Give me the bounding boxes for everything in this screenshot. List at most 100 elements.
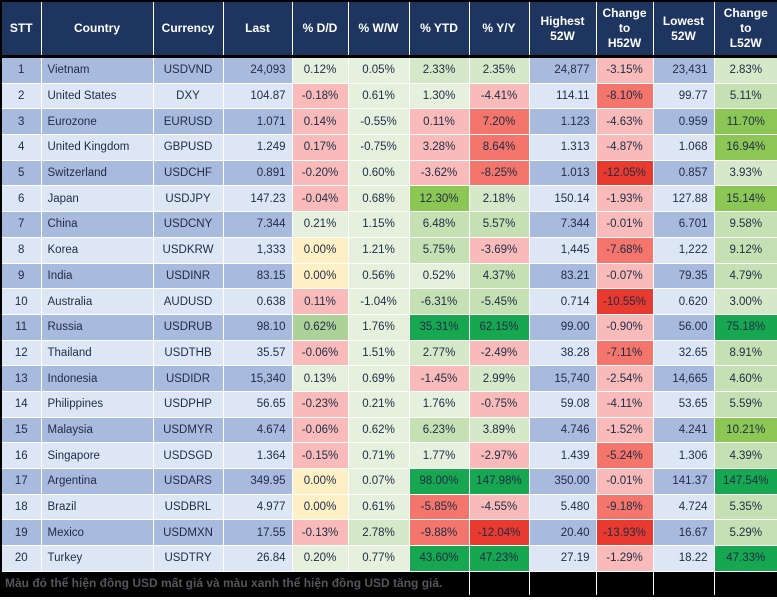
cell-chg_h: -0.07% xyxy=(595,262,654,290)
cell-yy: -2.49% xyxy=(468,339,530,367)
footer-spacer-chg-l xyxy=(713,570,777,596)
cell-currency: USDTRY xyxy=(152,545,224,572)
cell-chg_l: 5.35% xyxy=(713,493,777,521)
col-header-dd: % D/D xyxy=(291,0,349,58)
cell-chg_l: 9.58% xyxy=(713,211,777,238)
cell-low: 56.00 xyxy=(652,313,715,341)
cell-dd: 0.00% xyxy=(291,468,349,495)
table-row: 14 Philippines USDPHP 56.65 -0.23% 0.21% 1.76%… xyxy=(0,390,777,418)
cell-last: 104.87 xyxy=(222,82,293,110)
cell-last: 1.364 xyxy=(222,442,293,469)
cell-ww: 0.69% xyxy=(347,365,410,392)
cell-ytd: 0.52% xyxy=(408,262,470,290)
cell-ww: 1.76% xyxy=(347,313,410,341)
footer-row: Màu đỏ thể hiện đồng USD mất giá và màu … xyxy=(1,570,777,596)
cell-country: Philippines xyxy=(40,390,154,418)
cell-ww: -1.04% xyxy=(347,288,410,315)
table-row: 17 Argentina USDARS 349.95 0.00% 0.07% 98.00% 1… xyxy=(0,468,777,495)
cell-ww: -0.55% xyxy=(347,108,410,136)
cell-dd: 0.62% xyxy=(291,313,349,341)
col-header-last: Last xyxy=(222,0,293,58)
cell-stt: 9 xyxy=(0,262,42,290)
cell-ytd: -1.45% xyxy=(408,365,470,392)
cell-dd: -0.20% xyxy=(291,159,349,187)
footer-spacer-high xyxy=(528,570,596,596)
cell-chg_l: 5.59% xyxy=(713,390,777,418)
col-header-country: Country xyxy=(40,0,154,58)
cell-yy: 2.18% xyxy=(468,185,530,213)
table-body: 1 Vietnam USDVND 24,093 0.12% 0.05% 2.33% 2.35%… xyxy=(0,56,777,572)
cell-currency: USDBRL xyxy=(152,493,224,521)
cell-ytd: 0.11% xyxy=(408,108,470,136)
cell-chg_h: -13.93% xyxy=(595,519,654,547)
cell-low: 79.35 xyxy=(652,262,715,290)
cell-currency: USDKRW xyxy=(152,236,224,264)
cell-yy: 8.64% xyxy=(468,134,530,161)
cell-yy: 7.20% xyxy=(468,108,530,136)
cell-low: 6.701 xyxy=(652,211,715,238)
cell-ytd: -5.85% xyxy=(408,493,470,521)
cell-ytd: 3.28% xyxy=(408,134,470,161)
cell-high: 27.19 xyxy=(528,545,597,572)
cell-stt: 4 xyxy=(0,134,42,161)
cell-chg_l: 47.33% xyxy=(713,545,777,572)
table-row: 1 Vietnam USDVND 24,093 0.12% 0.05% 2.33% 2.35%… xyxy=(0,56,777,84)
table-row: 12 Thailand USDTHB 35.57 -0.06% 1.51% 2.77% -2.… xyxy=(0,339,777,367)
col-header-low: Lowest 52W xyxy=(652,0,715,58)
cell-ww: 1.51% xyxy=(347,339,410,367)
cell-currency: USDTHB xyxy=(152,339,224,367)
table-row: 5 Switzerland USDCHF 0.891 -0.20% 0.60% -3.62%… xyxy=(0,159,777,187)
cell-country: Argentina xyxy=(40,468,154,495)
cell-low: 53.65 xyxy=(652,390,715,418)
cell-stt: 16 xyxy=(0,442,42,469)
cell-high: 114.11 xyxy=(528,82,597,110)
cell-ww: 2.78% xyxy=(347,519,410,547)
cell-chg_l: 11.70% xyxy=(713,108,777,136)
col-header-chg_h: Change to H52W xyxy=(595,0,654,58)
cell-currency: AUDUSD xyxy=(152,288,224,315)
cell-ww: 0.61% xyxy=(347,493,410,521)
cell-currency: GBPUSD xyxy=(152,134,224,161)
cell-high: 38.28 xyxy=(528,339,597,367)
cell-ww: 0.61% xyxy=(347,82,410,110)
cell-stt: 18 xyxy=(0,493,42,521)
cell-ytd: -6.31% xyxy=(408,288,470,315)
cell-country: Mexico xyxy=(40,519,154,547)
cell-dd: 0.17% xyxy=(291,134,349,161)
cell-last: 1.249 xyxy=(222,134,293,161)
cell-ww: 0.77% xyxy=(347,545,410,572)
table-row: 10 Australia AUDUSD 0.638 0.11% -1.04% -6.31% -… xyxy=(0,288,777,315)
cell-chg_l: 15.14% xyxy=(713,185,777,213)
cell-country: United Kingdom xyxy=(40,134,154,161)
cell-country: Russia xyxy=(40,313,154,341)
table-row: 16 Singapore USDSGD 1.364 -0.15% 0.71% 1.77% -2… xyxy=(0,442,777,469)
cell-chg_h: -4.87% xyxy=(595,134,654,161)
cell-country: Switzerland xyxy=(40,159,154,187)
col-header-ww: % W/W xyxy=(347,0,410,58)
cell-yy: -5.45% xyxy=(468,288,530,315)
col-header-yy: % Y/Y xyxy=(468,0,530,58)
cell-high: 83.21 xyxy=(528,262,597,290)
cell-ytd: 1.77% xyxy=(408,442,470,469)
cell-high: 0.714 xyxy=(528,288,597,315)
header-row: STT Country Currency Last% D/D% W/W% YTD% Y… xyxy=(0,0,777,58)
cell-dd: 0.20% xyxy=(291,545,349,572)
col-header-stt: STT xyxy=(0,0,42,58)
cell-high: 24,877 xyxy=(528,56,597,84)
cell-country: United States xyxy=(40,82,154,110)
cell-stt: 10 xyxy=(0,288,42,315)
cell-low: 0.959 xyxy=(652,108,715,136)
cell-ytd: 2.77% xyxy=(408,339,470,367)
cell-currency: USDIDR xyxy=(152,365,224,392)
cell-chg_h: -1.29% xyxy=(595,545,654,572)
cell-chg_h: -5.24% xyxy=(595,442,654,469)
cell-yy: -4.55% xyxy=(468,493,530,521)
table-row: 7 China USDCNY 7.344 0.21% 1.15% 6.48% 5.57% 7.3… xyxy=(0,211,777,238)
cell-country: Singapore xyxy=(40,442,154,469)
cell-currency: USDINR xyxy=(152,262,224,290)
cell-high: 1.439 xyxy=(528,442,597,469)
cell-ww: 0.62% xyxy=(347,416,410,444)
table-row: 18 Brazil USDBRL 4.977 0.00% 0.61% -5.85% -4.55… xyxy=(0,493,777,521)
cell-last: 15,340 xyxy=(222,365,293,392)
cell-low: 18.22 xyxy=(652,545,715,572)
